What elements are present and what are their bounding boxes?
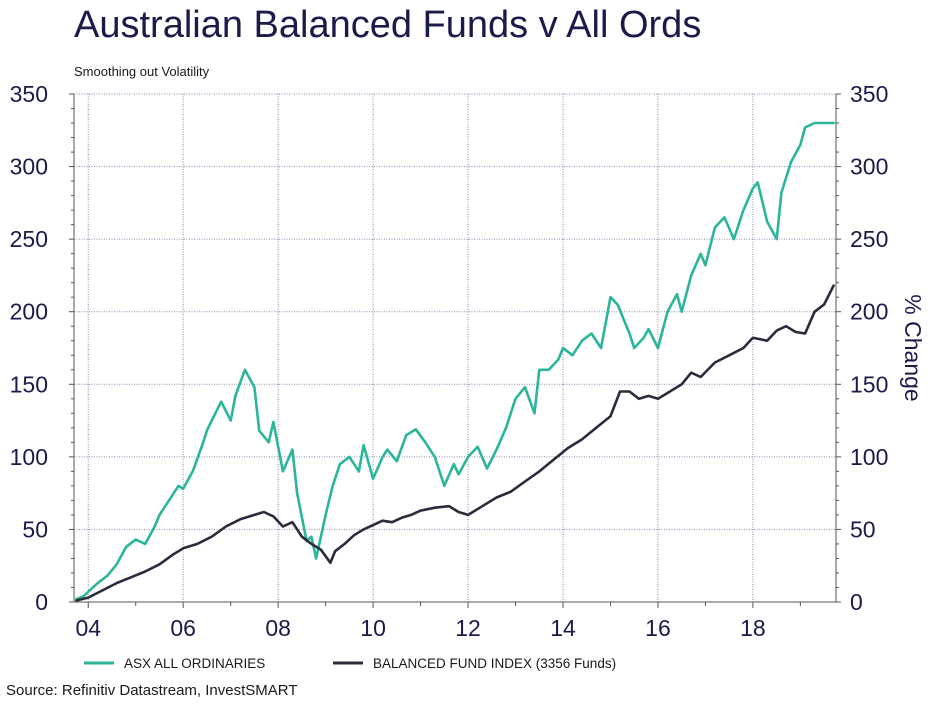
y-tick-label-right: 250 [850, 226, 888, 252]
y-tick-label-right: 300 [850, 154, 888, 180]
x-tick-label: 08 [265, 615, 291, 641]
gridlines [74, 93, 836, 602]
y-tick-label-left: 0 [35, 589, 48, 615]
series-lines [75, 121, 835, 602]
tick-labels: 0 0 50 50 100 100 150 150 200 200 250 250 300 300 350 3… [10, 81, 926, 641]
x-tick-label: 18 [740, 615, 766, 641]
y-tick-label-right: 100 [850, 444, 888, 470]
y-tick-label-right: 50 [850, 516, 876, 542]
x-tick-label: 12 [455, 615, 481, 641]
y-tick-label-right: 200 [850, 299, 888, 325]
y-tick-label-right: 150 [850, 371, 888, 397]
x-tick-label: 14 [550, 615, 576, 641]
x-tick-label: 10 [360, 615, 386, 641]
x-tick-label: 06 [170, 615, 196, 641]
legend-label: ASX ALL ORDINARIES [124, 656, 265, 671]
x-tick-label: 04 [75, 615, 101, 641]
y-tick-label-left: 350 [10, 81, 48, 107]
y-tick-label-left: 250 [10, 226, 48, 252]
y-tick-label-left: 200 [10, 299, 48, 325]
x-tick-label: 16 [645, 615, 671, 641]
y-tick-label-left: 100 [10, 444, 48, 470]
axes [69, 93, 841, 608]
series-line-0 [75, 121, 835, 601]
y-tick-label-right: 350 [850, 81, 888, 107]
legend: ASX ALL ORDINARIES BALANCED FUND INDEX (3… [84, 656, 616, 671]
y-tick-label-left: 150 [10, 371, 48, 397]
legend-label: BALANCED FUND INDEX (3356 Funds) [373, 656, 616, 671]
y-tick-label-right: 0 [850, 589, 863, 615]
series-line-1 [75, 284, 835, 602]
source-note: Source: Refinitiv Datastream, InvestSMAR… [6, 682, 298, 699]
y-tick-label-left: 50 [22, 516, 48, 542]
chart-subtitle: Smoothing out Volatility [74, 64, 210, 79]
chart-title: Australian Balanced Funds v All Ords [74, 4, 702, 46]
y-tick-label-left: 300 [10, 154, 48, 180]
y-axis-label-right: % Change [900, 294, 926, 401]
